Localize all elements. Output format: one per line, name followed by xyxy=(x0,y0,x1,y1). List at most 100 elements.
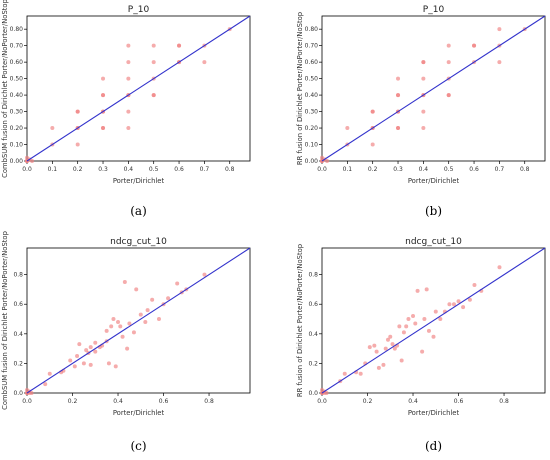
data-point xyxy=(101,76,106,81)
scatter-panel-4: ndcg_cut_10 0.0 0.2 0.4 0.6 0.8 0.0 0.2 0.4 0.6 0.… xyxy=(296,237,546,417)
y-tick-label: 0.0 xyxy=(13,390,23,397)
data-point xyxy=(106,361,111,366)
panel-caption: (c) xyxy=(130,439,146,453)
scatter-panel-1: P_10 0.0 0.1 0.2 0.3 0.4 0.5 0.6 0.7 0.8 0.00 0.10 0… xyxy=(1,0,251,185)
data-point xyxy=(472,282,477,287)
x-tick-label: 0.8 xyxy=(520,166,530,173)
chart-title: ndcg_cut_10 xyxy=(405,237,462,247)
diagonal-line xyxy=(26,247,251,394)
data-point xyxy=(151,93,156,98)
plot-frame xyxy=(26,15,251,162)
data-point xyxy=(166,296,171,301)
data-point xyxy=(383,346,388,351)
x-tick-label: 0.6 xyxy=(159,398,169,405)
x-tick-label: 0.6 xyxy=(469,166,479,173)
y-tick-label: 0.0 xyxy=(308,390,318,397)
x-tick-label: 0.8 xyxy=(225,166,235,173)
panel-caption: (b) xyxy=(425,204,442,218)
chart-title: P_10 xyxy=(128,5,150,15)
data-point xyxy=(151,43,156,48)
y-axis-label: CombSUM fusion of Dirichlet Porter/NoPor… xyxy=(1,231,9,410)
data-point xyxy=(101,126,106,131)
y-tick-label: 0.70 xyxy=(305,43,319,50)
y-tick-label: 0.00 xyxy=(10,158,24,165)
diagonal-line xyxy=(321,247,546,394)
data-point xyxy=(467,297,472,302)
data-point xyxy=(25,388,29,393)
y-tick-label: 0.30 xyxy=(305,109,319,116)
data-point xyxy=(88,345,93,350)
data-point xyxy=(127,321,132,326)
data-point xyxy=(72,364,77,369)
y-tick-label: 0.40 xyxy=(305,92,319,99)
y-tick-label: 0.2 xyxy=(308,360,318,367)
y-tick-label: 0.00 xyxy=(305,158,319,165)
chart-title: P_10 xyxy=(423,5,445,15)
plot-frame xyxy=(26,247,251,394)
data-point xyxy=(50,126,55,131)
data-point xyxy=(122,280,127,285)
data-point xyxy=(342,371,347,376)
x-tick-label: 0.1 xyxy=(343,166,353,173)
scatter-panel-2: P_10 0.0 0.1 0.2 0.3 0.4 0.5 0.6 0.7 0.8 0.00 0.10 0… xyxy=(296,5,546,185)
data-point xyxy=(138,312,143,317)
x-tick-label: 0.0 xyxy=(22,166,32,173)
data-point xyxy=(177,43,182,48)
data-point xyxy=(451,302,456,307)
data-point xyxy=(111,317,116,322)
data-point xyxy=(47,371,52,376)
data-point xyxy=(372,343,377,348)
scatter-panel-3: ndcg_cut_10 0.0 0.2 0.4 0.6 0.8 0.0 0.2 0.4 0.6 0.… xyxy=(1,231,251,417)
y-tick-label: 0.20 xyxy=(305,125,319,132)
data-point xyxy=(75,142,80,147)
data-point xyxy=(381,362,386,367)
data-point xyxy=(390,342,395,347)
data-point xyxy=(497,60,502,65)
data-point xyxy=(447,302,452,307)
data-point xyxy=(446,60,451,65)
y-tick-label: 0.4 xyxy=(13,331,23,338)
data-point xyxy=(93,349,98,354)
y-tick-label: 0.20 xyxy=(10,125,24,132)
x-tick-label: 0.8 xyxy=(499,398,509,405)
y-tick-label: 0.50 xyxy=(305,76,319,83)
data-point xyxy=(415,288,420,293)
data-point xyxy=(88,362,93,367)
data-point xyxy=(151,60,156,65)
data-point xyxy=(370,142,375,147)
y-axis-label: RR fusion of Dirichlet Porter/NoPorter/N… xyxy=(296,244,304,397)
data-point xyxy=(126,109,131,114)
data-point xyxy=(131,330,136,335)
diagonal-line xyxy=(26,15,251,162)
data-point xyxy=(401,330,406,335)
data-point xyxy=(68,358,73,363)
data-point xyxy=(397,324,402,329)
data-point xyxy=(125,346,130,351)
data-point xyxy=(420,349,425,354)
data-point xyxy=(422,317,427,322)
y-tick-label: 0.60 xyxy=(10,59,24,66)
x-tick-label: 0.3 xyxy=(98,166,108,173)
x-tick-label: 0.8 xyxy=(204,398,214,405)
y-tick-label: 0.80 xyxy=(305,26,319,33)
x-tick-label: 0.0 xyxy=(22,398,32,405)
y-tick-label: 0.8 xyxy=(308,272,318,279)
data-point xyxy=(126,76,131,81)
data-point xyxy=(345,126,350,131)
data-point xyxy=(396,76,401,81)
data-point xyxy=(421,126,426,131)
data-point xyxy=(77,342,82,347)
plot-frame xyxy=(321,15,546,162)
data-point xyxy=(399,358,404,363)
x-tick-label: 0.2 xyxy=(363,398,373,405)
x-tick-label: 0.2 xyxy=(368,166,378,173)
x-tick-label: 0.5 xyxy=(149,166,159,173)
data-point xyxy=(472,43,477,48)
data-point xyxy=(411,314,416,319)
data-point xyxy=(93,340,98,345)
data-point xyxy=(143,319,148,324)
y-tick-label: 0.10 xyxy=(305,142,319,149)
x-tick-label: 0.3 xyxy=(393,166,403,173)
data-point xyxy=(392,346,397,351)
data-point xyxy=(421,76,426,81)
